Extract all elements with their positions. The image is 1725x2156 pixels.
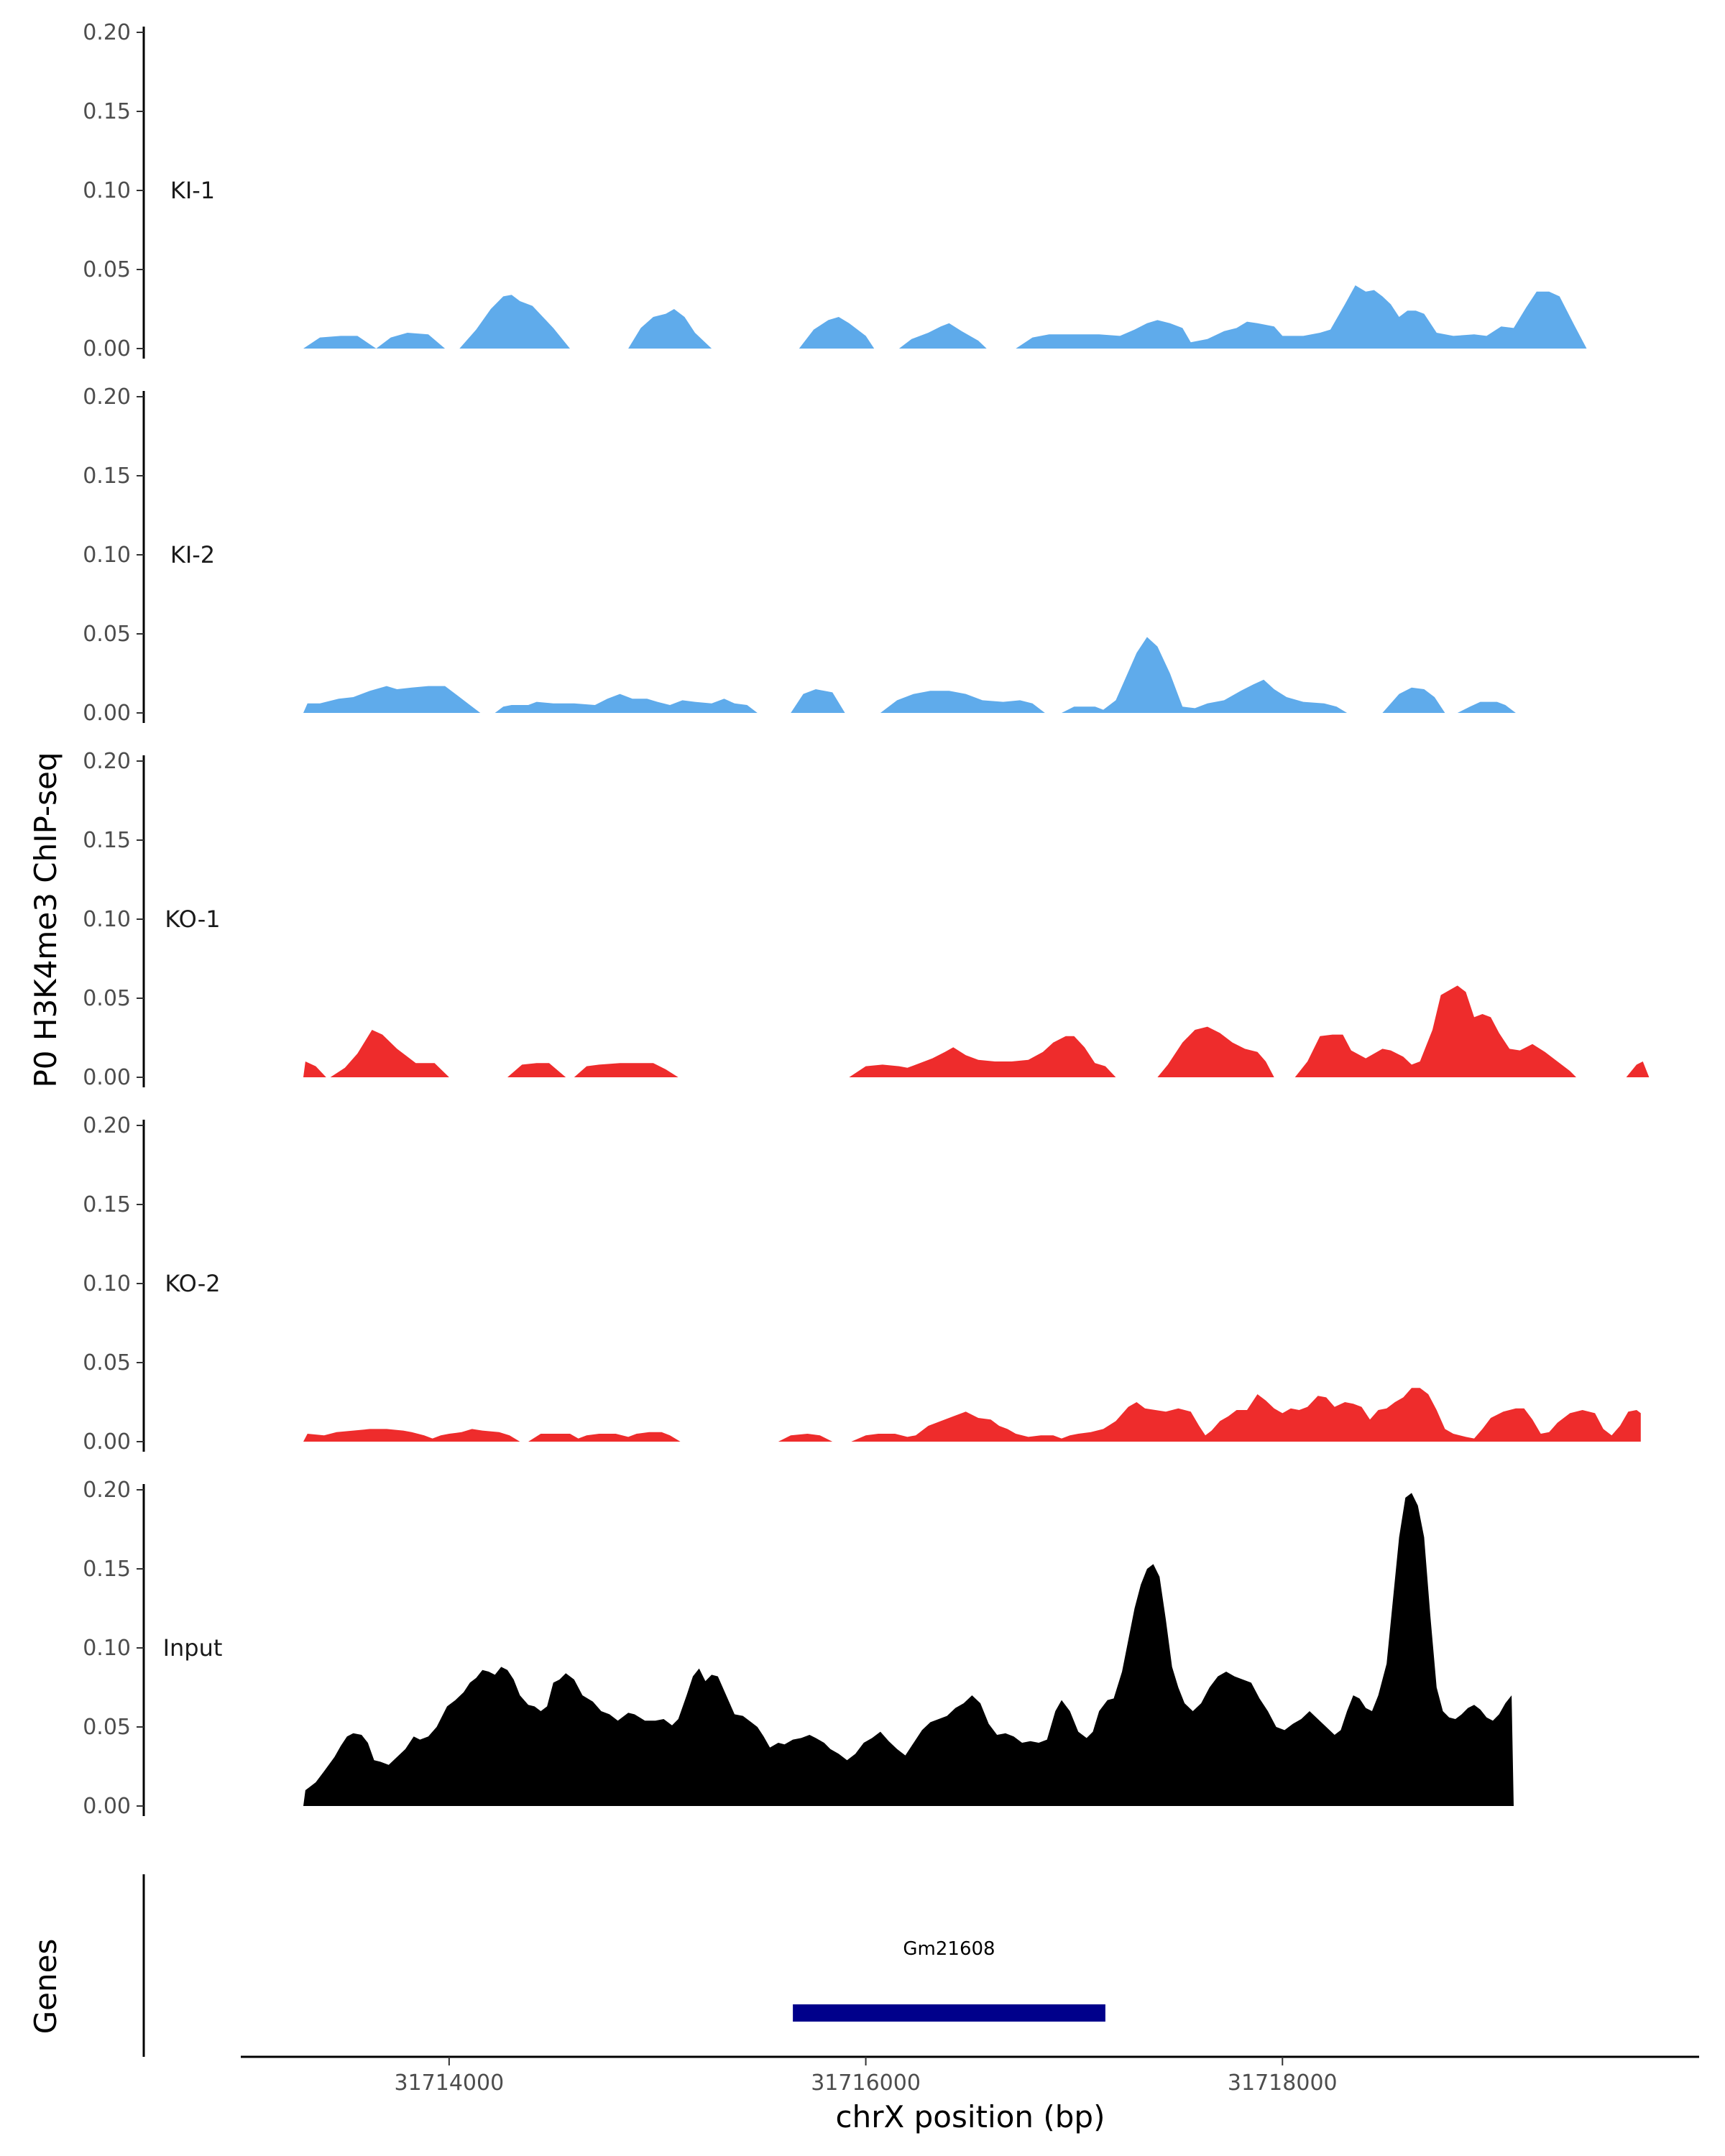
y-tick-label: 0.15 [83, 464, 131, 489]
x-tick-label: 31718000 [1228, 2070, 1338, 2096]
track-input-signal-segment [303, 1493, 1514, 1806]
track-ko-1-signal-segment [1626, 1061, 1650, 1077]
y-tick-label: 0.00 [83, 336, 131, 361]
track-ko-1-signal-segment [330, 1030, 449, 1077]
y-tick-label: 0.10 [83, 543, 131, 568]
genes-panel: Genes Gm21608 [28, 1874, 1105, 2057]
y-tick-label: 0.10 [83, 1271, 131, 1296]
track-label-ko-1: KO-1 [165, 906, 220, 933]
y-tick-label: 0.20 [83, 384, 131, 410]
track-ki-1-signal-segment [303, 336, 377, 349]
track-ko-2: 0.00 0.05 0.10 0.15 0.20 KO-2 [83, 1113, 1641, 1455]
y-tick-label: 0.15 [83, 1557, 131, 1582]
y-tick-label: 0.10 [83, 1636, 131, 1661]
x-ticks: 31714000 31716000 31718000 [395, 2057, 1338, 2096]
y-tick-label: 0.20 [83, 1113, 131, 1138]
y-tick-label: 0.00 [83, 701, 131, 726]
x-axis-title: chrX position (bp) [836, 2099, 1105, 2134]
track-ko-1-signal-segment [507, 1063, 566, 1077]
y-tick-label: 0.00 [83, 1794, 131, 1819]
track-ki-1: 0.00 0.05 0.10 0.15 0.20 KI-1 [83, 20, 1587, 361]
x-axis: 31714000 31716000 31718000 chrX position (… [241, 2055, 1699, 2134]
track-ki-2-signal-segment [1457, 701, 1516, 713]
y-tick-label: 0.05 [83, 622, 131, 647]
y-tick-label: 0.05 [83, 986, 131, 1011]
track-ko-2-signal-segment [303, 1429, 520, 1442]
track-ko-2-signal-segment [528, 1432, 681, 1442]
track-label-input: Input [163, 1634, 223, 1662]
gene-bar[interactable] [793, 2004, 1105, 2022]
track-ko-2-signal-segment [778, 1434, 833, 1442]
track-label-ko-2: KO-2 [165, 1270, 220, 1297]
track-ki-1-signal-segment [628, 309, 712, 349]
track-ki-1-signal-segment [459, 295, 570, 349]
track-ki-1-signal-segment [799, 317, 875, 349]
track-label-ki-1: KI-1 [170, 177, 215, 204]
x-tick-label: 31714000 [395, 2070, 505, 2096]
track-label-ki-2: KI-2 [170, 541, 215, 568]
y-tick-label: 0.15 [83, 1192, 131, 1217]
y-tick-label: 0.05 [83, 1715, 131, 1740]
track-ko-1-signal-segment [849, 1036, 1116, 1077]
track-ki-2-signal-segment [791, 689, 845, 713]
track-ki-1-signal-segment [1016, 285, 1587, 349]
y-tick-label: 0.20 [83, 20, 131, 45]
track-ko-1-signal-segment [1294, 985, 1576, 1077]
track-ko-1-signal-segment [303, 1061, 326, 1077]
track-ki-2: 0.00 0.05 0.10 0.15 0.20 KI-2 [83, 384, 1516, 726]
y-tick-label: 0.10 [83, 178, 131, 203]
y-tick-label: 0.00 [83, 1065, 131, 1090]
track-ki-2-signal-segment [880, 691, 1045, 713]
gene-label: Gm21608 [903, 1938, 995, 1960]
y-tick-label: 0.05 [83, 257, 131, 282]
y-tick-label: 0.20 [83, 1478, 131, 1503]
track-ki-2-signal-segment [1062, 637, 1348, 713]
y-tick-label: 0.00 [83, 1429, 131, 1455]
track-ko-2-signal-segment [851, 1388, 1641, 1442]
y-tick-label: 0.10 [83, 907, 131, 932]
y-tick-label: 0.05 [83, 1350, 131, 1376]
track-ki-2-signal-segment [303, 686, 481, 713]
track-ko-1-signal-segment [1157, 1026, 1274, 1077]
track-ki-1-signal-segment [898, 323, 987, 349]
track-ki-2-signal-segment [494, 694, 758, 713]
x-tick-label: 31716000 [811, 2070, 921, 2096]
y-axis-title: P0 H3K4me3 ChIP-seq [28, 752, 63, 1087]
track-ki-2-signal-segment [1382, 687, 1445, 713]
y-tick-label: 0.15 [83, 99, 131, 124]
track-ko-1: 0.00 0.05 0.10 0.15 0.20 KO-1 [83, 749, 1650, 1090]
y-tick-label: 0.20 [83, 749, 131, 774]
genes-axis-title: Genes [28, 1939, 63, 2035]
tracks-layer: 0.00 0.05 0.10 0.15 0.20 KI-1 0.00 0.05 0.10 0.15… [83, 20, 1650, 1819]
track-ko-1-signal-segment [574, 1063, 678, 1077]
track-input: 0.00 0.05 0.10 0.15 0.20 Input [83, 1478, 1514, 1819]
track-ki-1-signal-segment [376, 333, 446, 349]
y-tick-label: 0.15 [83, 828, 131, 853]
